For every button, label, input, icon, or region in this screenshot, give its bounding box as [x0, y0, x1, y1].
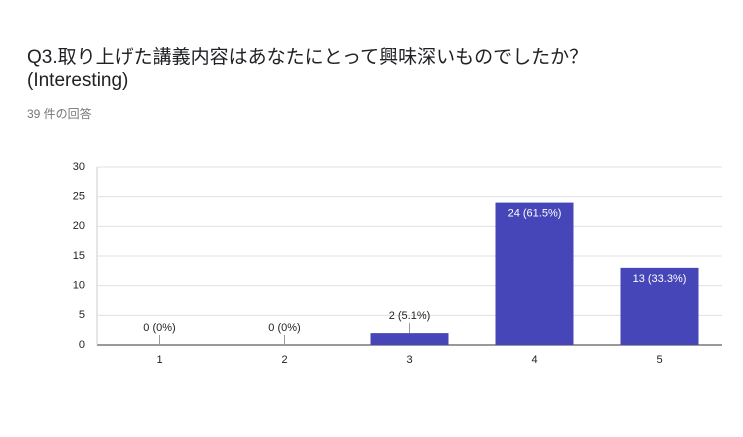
- y-tick-label: 30: [73, 161, 85, 173]
- data-label: 0 (0%): [268, 322, 300, 334]
- bar: [370, 333, 449, 345]
- data-label: 0 (0%): [143, 322, 175, 334]
- x-tick-label: 5: [656, 354, 662, 366]
- y-tick-label: 25: [73, 191, 85, 203]
- x-tick-label: 1: [156, 354, 162, 366]
- y-tick-label: 10: [73, 280, 85, 292]
- y-tick-label: 15: [73, 250, 85, 262]
- bar: [620, 267, 699, 345]
- y-tick-label: 20: [73, 220, 85, 232]
- data-label: 13 (33.3%): [633, 273, 687, 285]
- x-tick-label: 3: [406, 354, 412, 366]
- chart-title: (Interesting): [27, 70, 129, 91]
- response-count: 39 件の回答: [27, 107, 92, 121]
- data-label: 24 (61.5%): [508, 208, 562, 220]
- bar: [495, 202, 574, 345]
- y-tick-label: 0: [79, 339, 85, 351]
- chart-title: Q3.取り上げた講義内容はあなたにとって興味深いものでしたか？: [27, 47, 589, 68]
- y-tick-label: 5: [79, 309, 85, 321]
- data-label: 2 (5.1%): [389, 310, 431, 322]
- x-tick-label: 2: [281, 354, 287, 366]
- x-tick-label: 4: [531, 354, 537, 366]
